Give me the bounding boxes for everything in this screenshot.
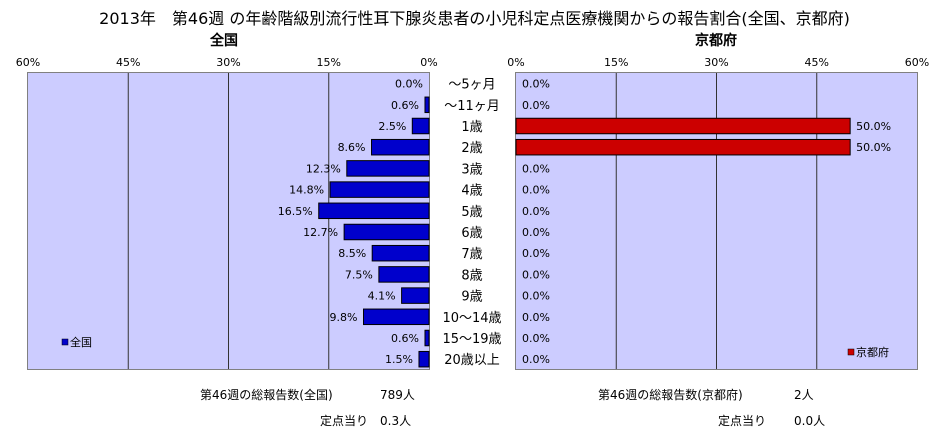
- national-bar: [343, 223, 430, 241]
- category-label: 7歳: [461, 247, 482, 262]
- national-data-label: 0.6%: [391, 332, 419, 345]
- national-data-label: 1.5%: [385, 353, 413, 366]
- category-label: 3歳: [461, 162, 482, 177]
- category-label: 1歳: [461, 120, 482, 135]
- kyoto-x-tick-label: 15%: [604, 56, 628, 69]
- category-label: ～11ヶ月: [444, 99, 500, 114]
- kyoto-data-label: 0.0%: [522, 353, 550, 366]
- kyoto-data-label: 0.0%: [522, 311, 550, 324]
- national-total-value: 789人: [380, 388, 415, 402]
- category-label: 20歳以上: [444, 353, 500, 368]
- kyoto-data-label: 0.0%: [522, 247, 550, 260]
- category-label: 2歳: [461, 141, 482, 156]
- national-data-label: 0.0%: [395, 78, 423, 91]
- national-x-tick-label: 60%: [16, 56, 40, 69]
- national-bar: [346, 160, 430, 177]
- kyoto-bar: [515, 138, 851, 156]
- category-label: 10～14歳: [442, 311, 501, 326]
- category-label: 5歳: [461, 205, 482, 220]
- national-data-label: 16.5%: [278, 205, 313, 218]
- national-bar: [318, 202, 430, 220]
- kyoto-total-label: 第46週の総報告数(京都府): [598, 388, 743, 402]
- kyoto-legend-swatch: [847, 348, 855, 356]
- national-x-tick-label: 15%: [317, 56, 341, 69]
- national-x-tick-label: 45%: [116, 56, 140, 69]
- national-bar: [378, 266, 430, 283]
- national-per-row: 定点当り 0.3人: [320, 412, 411, 429]
- kyoto-data-label: 0.0%: [522, 290, 550, 303]
- kyoto-data-label: 0.0%: [522, 332, 550, 345]
- national-data-label: 9.8%: [330, 311, 358, 324]
- kyoto-data-label: 50.0%: [856, 120, 891, 133]
- page-title: 2013年 第46週 の年齢階級別流行性耳下腺炎患者の小児科定点医療機関からの報…: [99, 9, 850, 28]
- national-data-label: 8.5%: [338, 247, 366, 260]
- kyoto-total-value: 2人: [794, 388, 814, 402]
- national-bar: [371, 244, 430, 262]
- national-bar: [371, 138, 430, 156]
- kyoto-bar: [515, 117, 851, 135]
- kyoto-data-label: 0.0%: [522, 162, 550, 175]
- national-bar: [424, 96, 430, 114]
- national-data-label: 12.7%: [303, 226, 338, 239]
- kyoto-per-value: 0.0人: [794, 414, 826, 428]
- national-data-label: 0.6%: [391, 99, 419, 112]
- national-bar: [329, 181, 430, 198]
- national-data-label: 7.5%: [345, 268, 373, 281]
- kyoto-data-label: 0.0%: [522, 205, 550, 218]
- kyoto-legend-label: 京都府: [856, 345, 889, 359]
- national-per-value: 0.3人: [380, 414, 412, 428]
- kyoto-data-label: 0.0%: [522, 78, 550, 91]
- national-panel-title: 全国: [210, 33, 238, 49]
- national-legend-swatch: [61, 338, 69, 346]
- national-data-label: 4.1%: [368, 290, 396, 303]
- kyoto-data-label: 0.0%: [522, 268, 550, 281]
- national-total-label: 第46週の総報告数(全国): [200, 388, 333, 402]
- national-bar: [418, 350, 430, 368]
- category-label: 15～19歳: [442, 332, 501, 347]
- kyoto-x-tick-label: 60%: [905, 56, 929, 69]
- national-bar: [411, 117, 430, 135]
- category-label: 4歳: [461, 184, 482, 199]
- national-per-label: 定点当り: [320, 414, 369, 428]
- kyoto-data-label: 0.0%: [522, 184, 550, 197]
- kyoto-data-label: 0.0%: [522, 99, 550, 112]
- national-total-row: 第46週の総報告数(全国) 789人: [200, 386, 415, 403]
- national-legend-label: 全国: [70, 335, 92, 349]
- category-label: ～5ヶ月: [448, 78, 495, 93]
- national-data-label: 12.3%: [306, 162, 341, 175]
- category-label: 6歳: [461, 226, 482, 241]
- national-x-tick-label: 30%: [216, 56, 240, 69]
- national-bar: [401, 287, 430, 304]
- kyoto-x-tick-label: 30%: [704, 56, 728, 69]
- national-data-label: 2.5%: [378, 120, 406, 133]
- national-bar: [363, 308, 430, 326]
- national-data-label: 14.8%: [289, 184, 324, 197]
- kyoto-per-label: 定点当り: [718, 414, 767, 428]
- kyoto-data-label: 50.0%: [856, 141, 891, 154]
- kyoto-per-row: 定点当り 0.0人: [718, 412, 825, 429]
- kyoto-data-label: 0.0%: [522, 226, 550, 239]
- kyoto-total-row: 第46週の総報告数(京都府) 2人: [598, 386, 814, 403]
- kyoto-x-tick-label: 45%: [805, 56, 829, 69]
- national-x-tick-label: 0%: [420, 56, 437, 69]
- category-label: 8歳: [461, 268, 482, 283]
- national-data-label: 8.6%: [338, 141, 366, 154]
- category-label: 9歳: [461, 290, 482, 305]
- kyoto-x-tick-label: 0%: [507, 56, 524, 69]
- national-bar: [424, 329, 430, 347]
- kyoto-panel-title: 京都府: [695, 33, 737, 49]
